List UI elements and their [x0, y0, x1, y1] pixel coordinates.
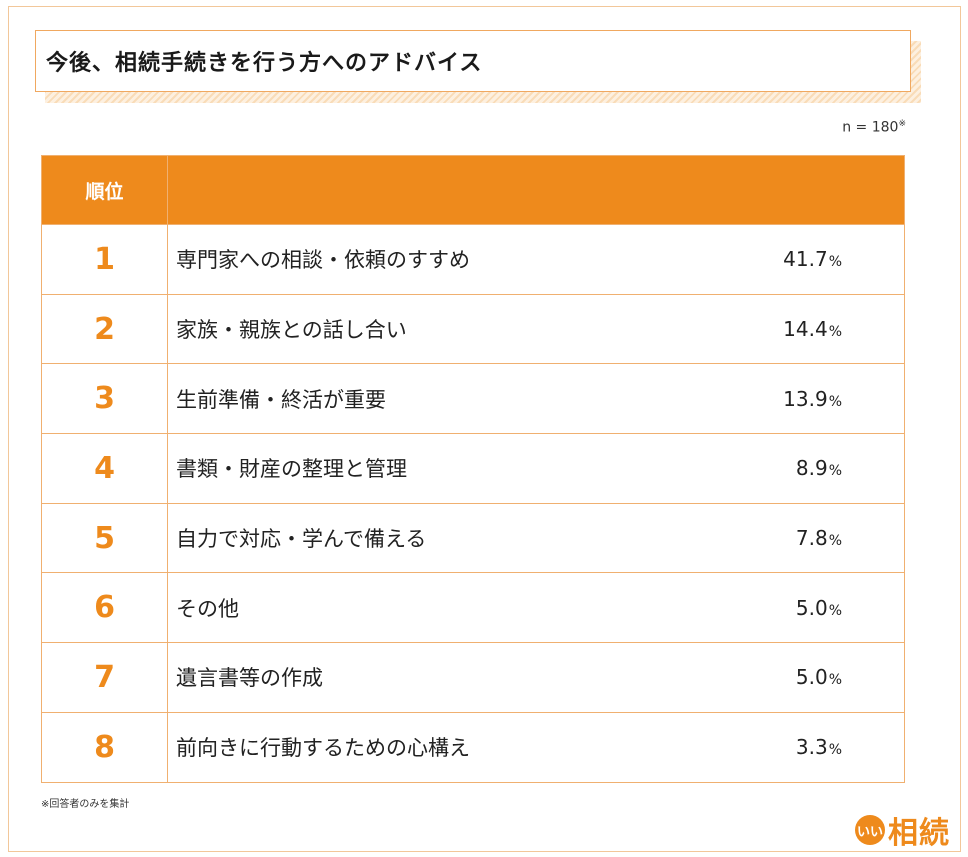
percentage-cell: 7.8% [744, 502, 905, 574]
sample-size-mark: ※ [898, 119, 906, 129]
table-row: 3 生前準備・終活が重要 13.9% [41, 363, 905, 435]
table-row: 1 専門家への相談・依頼のすすめ 41.7% [41, 224, 905, 295]
header-item [167, 155, 905, 225]
percent-sign: % [828, 533, 842, 550]
title-box: 今後、相続手続きを行う方へのアドバイス [35, 30, 911, 92]
percent-sign: % [828, 602, 842, 619]
percent-sign: % [828, 393, 842, 410]
footnote: ※回答者のみを集計 [41, 799, 130, 810]
table-header-row: 順位 [41, 155, 905, 225]
percentage-value: 5.0 [795, 595, 828, 620]
percentage-cell: 41.7% [744, 224, 905, 295]
percent-sign: % [828, 672, 842, 689]
table-row: 6 その他 5.0% [41, 572, 905, 644]
percent-sign: % [828, 463, 842, 480]
rank-number: 5 [41, 502, 168, 574]
rank-number: 6 [41, 572, 168, 644]
rank-number: 2 [41, 293, 168, 365]
percentage-cell: 14.4% [744, 293, 905, 365]
item-label: その他 [167, 572, 745, 644]
percentage-value: 5.0 [795, 665, 828, 690]
rank-number: 7 [41, 642, 168, 713]
item-label: 生前準備・終活が重要 [167, 363, 745, 435]
percentage-cell: 3.3% [744, 711, 905, 783]
brand-logo: いい 相続 [855, 808, 950, 852]
percent-sign: % [828, 742, 842, 759]
percentage-value: 8.9 [795, 456, 828, 481]
table-row: 7 遺言書等の作成 5.0% [41, 642, 905, 713]
percent-sign: % [828, 254, 842, 271]
table-row: 8 前向きに行動するための心構え 3.3% [41, 711, 905, 783]
sample-size-text: n = 180 [842, 119, 899, 136]
table-row: 5 自力で対応・学んで備える 7.8% [41, 502, 905, 574]
item-label: 専門家への相談・依頼のすすめ [167, 224, 745, 295]
percent-sign: % [828, 324, 842, 341]
percentage-value: 3.3 [795, 735, 828, 760]
rank-number: 3 [41, 363, 168, 435]
percentage-value: 41.7 [783, 247, 828, 272]
rank-number: 8 [41, 711, 168, 783]
percentage-cell: 5.0% [744, 642, 905, 713]
percentage-value: 13.9 [783, 386, 828, 411]
rank-number: 1 [41, 224, 168, 295]
table-row: 2 家族・親族との話し合い 14.4% [41, 293, 905, 365]
header-rank: 順位 [41, 155, 168, 225]
percentage-cell: 13.9% [744, 363, 905, 435]
rank-number: 4 [41, 433, 168, 504]
percentage-cell: 8.9% [744, 433, 905, 504]
page-title: 今後、相続手続きを行う方へのアドバイス [46, 51, 483, 76]
percentage-value: 14.4 [783, 317, 828, 342]
item-label: 家族・親族との話し合い [167, 293, 745, 365]
percentage-cell: 5.0% [744, 572, 905, 644]
item-label: 前向きに行動するための心構え [167, 711, 745, 783]
item-label: 書類・財産の整理と管理 [167, 433, 745, 504]
sample-size: n = 180※ [842, 119, 906, 136]
percentage-value: 7.8 [795, 526, 828, 551]
ranking-table: 順位 1 専門家への相談・依頼のすすめ 41.7% 2 家族・親族との話し合い 14.4%… [41, 155, 905, 783]
table-row: 4 書類・財産の整理と管理 8.9% [41, 433, 905, 504]
brand-name: 相続 [888, 816, 950, 851]
item-label: 自力で対応・学んで備える [167, 502, 745, 574]
brand-icon: いい [855, 815, 885, 845]
item-label: 遺言書等の作成 [167, 642, 745, 713]
